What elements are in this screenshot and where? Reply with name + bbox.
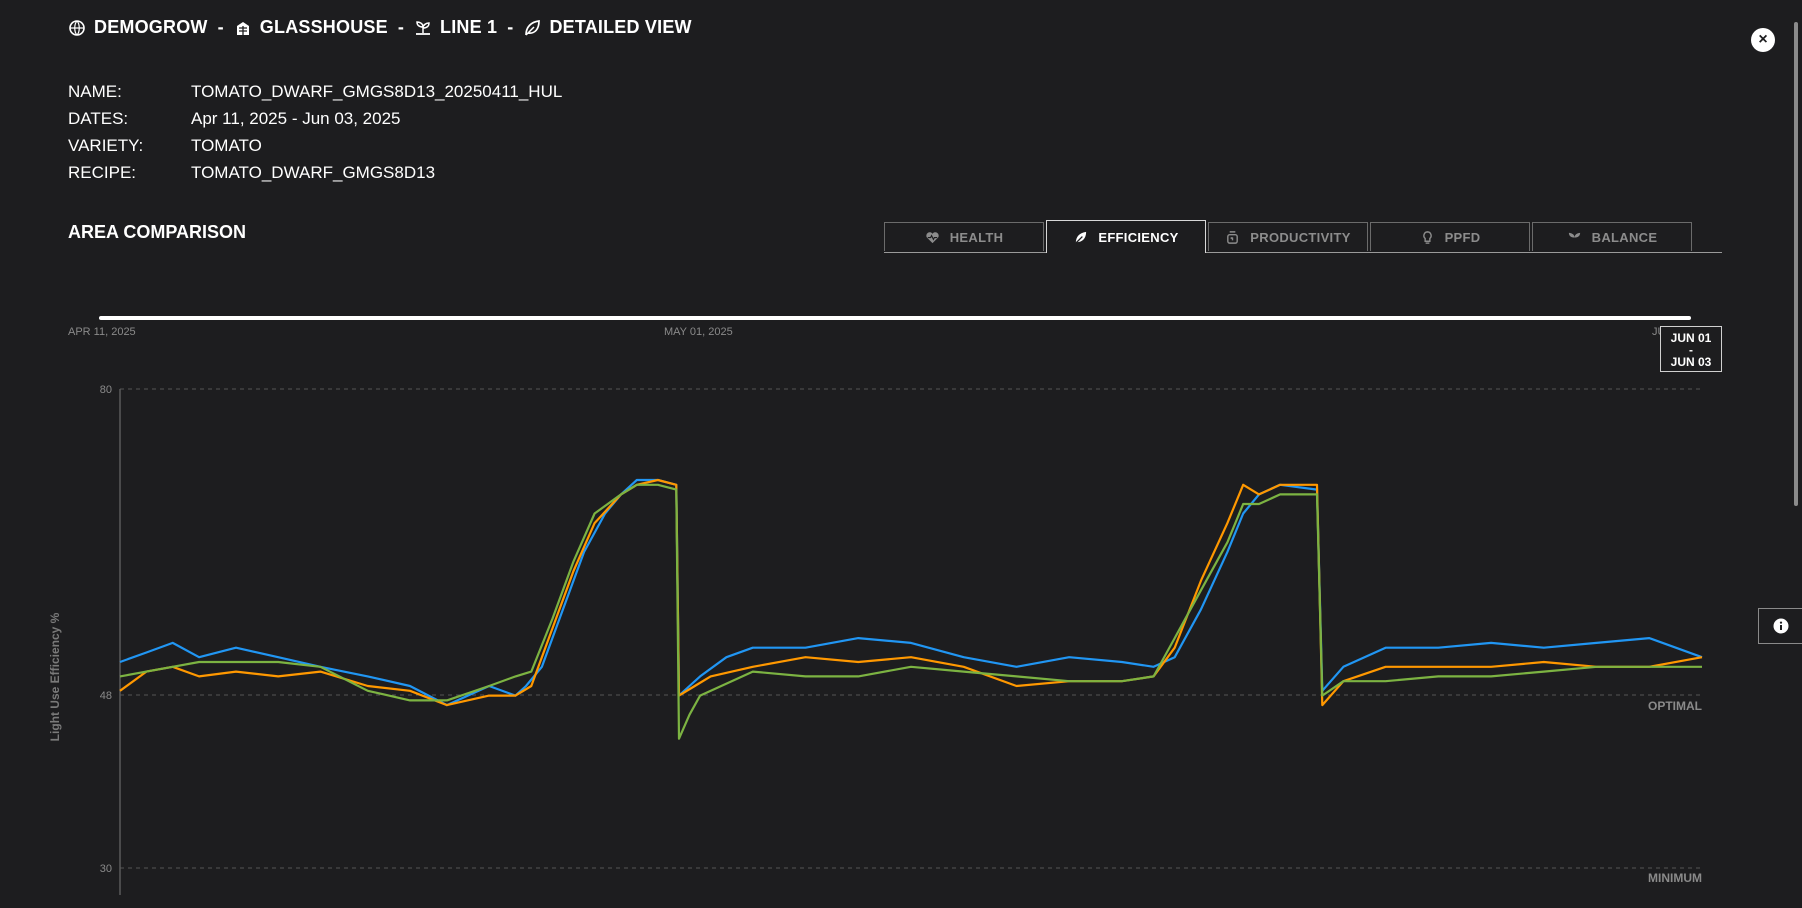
scrollbar[interactable] (1794, 22, 1798, 506)
timeline-mid-label: MAY 01, 2025 (664, 326, 733, 338)
tab-label: HEALTH (949, 229, 1004, 245)
info-icon (1773, 618, 1788, 634)
breadcrumb: DEMOGROW - GLASSHOUSE - LINE 1 - DETAILE… (68, 17, 692, 38)
tooltip-to: JUN 03 (1670, 355, 1712, 369)
info-button[interactable] (1758, 608, 1802, 644)
breadcrumb-item-detailed-view: DETAILED VIEW (523, 17, 692, 38)
tooltip-from: JUN 01 (1670, 331, 1712, 345)
info-value: TOMATO_DWARF_GMGS8D13_20250411_HUL (191, 81, 563, 101)
series-line-2 (119, 483, 1702, 740)
tab-label: PPFD (1444, 229, 1481, 245)
series-line-0 (119, 478, 1703, 707)
sprout-icon (1568, 232, 1580, 243)
greenhouse-icon (236, 21, 249, 35)
info-value: TOMATO (191, 135, 262, 155)
y-tick-label: 80 (100, 384, 112, 396)
breadcrumb-separator: - (507, 17, 514, 37)
timeline-slider[interactable] (99, 316, 1691, 320)
breadcrumb-separator: - (217, 17, 224, 37)
leaf-icon (1075, 231, 1087, 244)
run-info: NAME: TOMATO_DWARF_GMGS8D13_20250411_HUL… (68, 78, 562, 186)
heart-icon (926, 231, 939, 243)
breadcrumb-label: DETAILED VIEW (549, 17, 692, 37)
breadcrumb-item-glasshouse[interactable]: GLASSHOUSE (234, 17, 388, 38)
info-row-dates: DATES: Apr 11, 2025 - Jun 03, 2025 (68, 105, 562, 132)
tab-balance[interactable]: BALANCE (1532, 222, 1692, 251)
close-button[interactable]: × (1751, 28, 1775, 52)
breadcrumb-label: LINE 1 (440, 17, 498, 37)
leaf-icon (525, 19, 541, 36)
timeline-start-label: APR 11, 2025 (68, 326, 136, 338)
scale-icon (1227, 230, 1239, 244)
breadcrumb-item-demogrow[interactable]: DEMOGROW (68, 17, 208, 38)
series-line-1 (119, 478, 1703, 707)
seedling-tray-icon (416, 20, 431, 35)
optimal-label: OPTIMAL (1648, 699, 1702, 713)
breadcrumb-label: DEMOGROW (94, 17, 208, 37)
info-label: RECIPE: (68, 162, 137, 182)
info-label: VARIETY: (68, 135, 144, 155)
close-icon: × (1758, 31, 1768, 48)
tab-ppfd[interactable]: PPFD (1370, 222, 1530, 251)
section-title: AREA COMPARISON (68, 222, 247, 242)
info-value: Apr 11, 2025 - Jun 03, 2025 (191, 108, 401, 128)
info-row-name: NAME: TOMATO_DWARF_GMGS8D13_20250411_HUL (68, 78, 562, 105)
tab-label: EFFICIENCY (1098, 229, 1179, 245)
info-row-recipe: RECIPE: TOMATO_DWARF_GMGS8D13 (68, 159, 562, 186)
breadcrumb-item-line-1[interactable]: LINE 1 (414, 17, 497, 38)
y-tick-label: 48 (100, 690, 112, 702)
minimum-label: MINIMUM (1648, 871, 1702, 885)
timeline-range-tooltip[interactable]: JUN 01 - JUN 03 (1660, 326, 1722, 372)
series-layer (119, 478, 1703, 740)
tab-label: PRODUCTIVITY (1250, 229, 1351, 245)
y-tick-label: 30 (100, 863, 112, 875)
info-row-variety: VARIETY: TOMATO (68, 132, 562, 159)
metric-tabs: HEALTH EFFICIENCY PRODUCTIVITY PPFD BALA… (884, 220, 1722, 253)
y-axis-label: Light Use Efficiency % (48, 612, 62, 741)
breadcrumb-label: GLASSHOUSE (259, 17, 388, 37)
globe-leaf-icon (69, 19, 85, 36)
tab-label: BALANCE (1591, 229, 1658, 245)
tab-efficiency[interactable]: EFFICIENCY (1046, 220, 1206, 253)
info-label: DATES: (68, 108, 129, 128)
tab-productivity[interactable]: PRODUCTIVITY (1208, 222, 1368, 251)
breadcrumb-separator: - (397, 17, 405, 37)
tab-health[interactable]: HEALTH (884, 222, 1044, 251)
bulb-icon (1422, 230, 1432, 244)
info-label: NAME: (68, 81, 122, 101)
tooltip-dash: - (1689, 343, 1693, 357)
info-value: TOMATO_DWARF_GMGS8D13 (191, 162, 436, 182)
